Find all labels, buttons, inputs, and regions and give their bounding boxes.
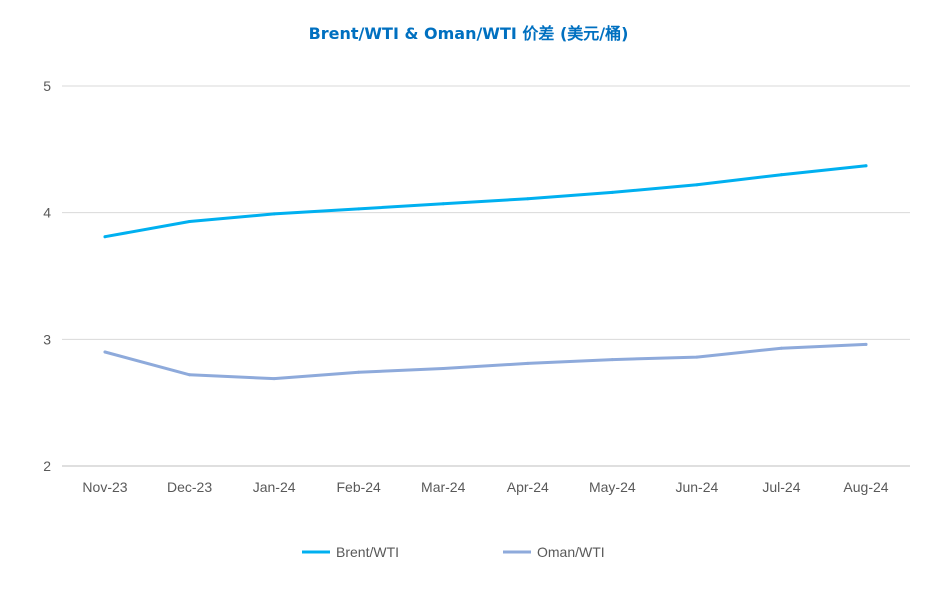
y-tick-label: 3	[43, 331, 51, 347]
data-point	[357, 370, 361, 374]
data-point	[526, 197, 530, 201]
series-line-1	[103, 164, 868, 239]
y-tick-label: 5	[43, 78, 51, 94]
x-tick-label: Jan-24	[253, 479, 296, 495]
x-tick-label: Feb-24	[336, 479, 381, 495]
data-point	[695, 183, 699, 187]
data-point	[779, 173, 783, 177]
data-point	[441, 202, 445, 206]
x-tick-label: Dec-23	[167, 479, 212, 495]
data-point	[610, 190, 614, 194]
data-point	[272, 377, 276, 381]
series-line-2	[103, 342, 868, 381]
data-point	[441, 366, 445, 370]
data-point	[188, 220, 192, 224]
data-point	[188, 373, 192, 377]
data-point	[526, 361, 530, 365]
legend-label-2: Oman/WTI	[537, 544, 605, 560]
y-tick-label: 4	[43, 205, 51, 221]
x-tick-label: Jul-24	[762, 479, 800, 495]
legend-label-1: Brent/WTI	[336, 544, 399, 560]
x-tick-label: Nov-23	[82, 479, 127, 495]
x-tick-label: Jun-24	[675, 479, 718, 495]
x-tick-label: Apr-24	[507, 479, 549, 495]
data-point	[610, 358, 614, 362]
x-tick-label: May-24	[589, 479, 636, 495]
data-point	[357, 207, 361, 211]
data-point	[695, 355, 699, 359]
data-point	[103, 350, 107, 354]
x-tick-label: Mar-24	[421, 479, 466, 495]
chart-title: Brent/WTI & Oman/WTI 价差 (美元/桶)	[308, 24, 629, 43]
data-point	[864, 164, 868, 168]
data-point	[103, 235, 107, 239]
y-tick-label: 2	[43, 458, 51, 474]
data-point	[272, 212, 276, 216]
x-tick-label: Aug-24	[843, 479, 888, 495]
data-point	[779, 346, 783, 350]
data-point	[864, 342, 868, 346]
